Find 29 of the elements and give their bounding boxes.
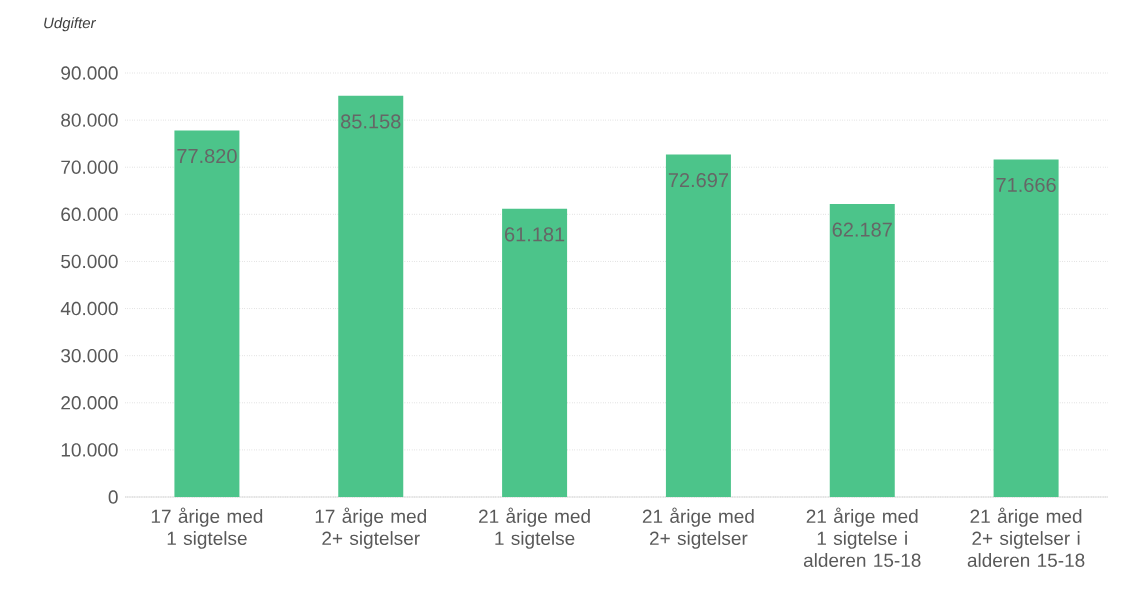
y-axis-title: Udgifter (44, 17, 97, 32)
x-tick-label: 17 årige med 1 sigtelse (151, 507, 263, 549)
data-label: 61.181 (505, 227, 565, 242)
y-tick-label: 90.000 (61, 66, 118, 80)
x-tick-label: 21 årige med 2+ sigtelser i alderen 15-18 (967, 507, 1085, 568)
y-tick-label: 60.000 (61, 207, 118, 222)
bar (174, 130, 240, 497)
bar (829, 204, 895, 497)
y-tick-label: 80.000 (61, 113, 118, 127)
y-tick-label: 70.000 (61, 160, 118, 174)
y-tick-label: 10.000 (61, 443, 118, 457)
data-label: 71.666 (996, 177, 1056, 193)
y-tick-label: 40.000 (60, 301, 118, 316)
y-tick-label: 30.000 (61, 348, 118, 363)
y-tick-label: 20.000 (61, 396, 118, 410)
x-tick-label: 21 årige med 2+ sigtelser (642, 507, 754, 549)
bar (665, 154, 731, 497)
x-tick-label: 21 årige med 1 sigtelse i alderen 15-18 (803, 507, 921, 568)
x-tick-label: 21 årige med 1 sigtelse (479, 507, 590, 549)
data-label: 72.697 (668, 173, 728, 188)
y-tick-label: 0 (108, 490, 118, 504)
data-label: 77.820 (177, 148, 237, 164)
data-label: 85.158 (341, 114, 401, 129)
data-label: 62.187 (832, 222, 892, 237)
x-tick-label: 17 årige med 2+ sigtelser (315, 507, 426, 549)
y-tick-label: 50.000 (61, 254, 118, 269)
bar (993, 159, 1059, 497)
bar (338, 95, 404, 497)
bar (502, 208, 568, 497)
